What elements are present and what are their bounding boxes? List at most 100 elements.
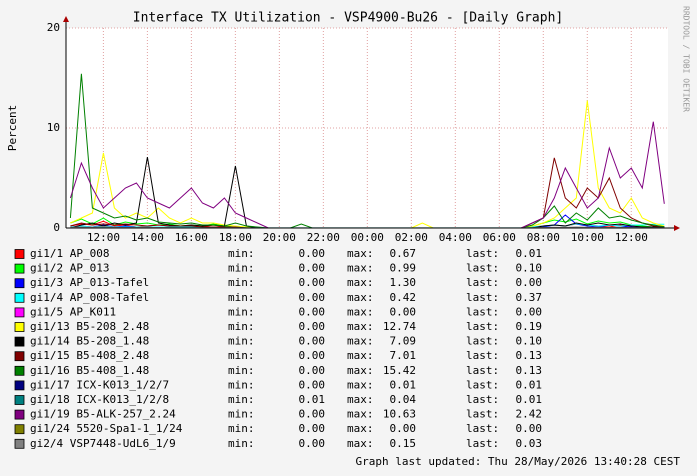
stat-last: 0.37: [516, 291, 543, 304]
stat-label: min:: [228, 305, 255, 318]
stat-min: 0.00: [299, 262, 326, 275]
stat-label: min:: [228, 262, 255, 275]
legend-swatch: [14, 307, 25, 318]
stat-label: last:: [466, 437, 499, 450]
stat-label: last:: [466, 247, 499, 260]
stat-max: 1.30: [390, 276, 417, 289]
stat-min: 0.01: [299, 393, 326, 406]
stat-label: min:: [228, 291, 255, 304]
legend-name: gi1/3 AP_013-Tafel: [30, 276, 149, 289]
stat-label: last:: [466, 276, 499, 289]
stat-label: max:: [347, 393, 374, 406]
stat-min: 0.00: [299, 247, 326, 260]
x-tick-label: 22:00: [307, 231, 340, 244]
stat-label: max:: [347, 378, 374, 391]
stat-last: 0.10: [516, 262, 543, 275]
stat-max: 12.74: [383, 320, 416, 333]
stat-min: 0.00: [299, 305, 326, 318]
stat-label: max:: [347, 364, 374, 377]
stat-max: 0.00: [390, 422, 417, 435]
legend-swatch: [14, 322, 25, 332]
stat-label: last:: [466, 349, 499, 362]
footer: Graph last updated: Thu 28/May/2026 13:4…: [355, 455, 680, 468]
y-arrow: [63, 16, 69, 22]
stat-label: max:: [347, 320, 374, 333]
x-tick-label: 10:00: [571, 231, 604, 244]
legend-swatch: [14, 351, 25, 362]
legend-swatch: [14, 249, 25, 259]
stat-label: min:: [228, 276, 255, 289]
legend-name: gi1/18 ICX-K013_1/2/8: [30, 393, 169, 406]
legend-swatch: [14, 292, 25, 303]
y-tick-label: 20: [47, 21, 60, 34]
legend-swatch: [14, 365, 25, 376]
legend-name: gi1/16 B5-408_1.48: [30, 364, 149, 377]
side-text: RRDTOOL / TOBI OETIKER: [682, 6, 691, 112]
stat-label: min:: [228, 378, 255, 391]
stat-max: 0.67: [390, 247, 417, 260]
y-axis-label: Percent: [6, 105, 19, 151]
stat-last: 0.01: [516, 393, 543, 406]
legend-swatch: [14, 380, 25, 391]
x-tick-label: 02:00: [395, 231, 428, 244]
stat-label: min:: [228, 393, 255, 406]
stat-last: 2.42: [516, 408, 543, 421]
stat-min: 0.00: [299, 349, 326, 362]
stat-label: last:: [466, 364, 499, 377]
stat-label: max:: [347, 276, 374, 289]
stat-label: max:: [347, 349, 374, 362]
stat-max: 15.42: [383, 364, 416, 377]
stat-label: last:: [466, 408, 499, 421]
stat-label: last:: [466, 422, 499, 435]
stat-min: 0.00: [299, 335, 326, 348]
stat-label: max:: [347, 247, 374, 260]
x-tick-label: 20:00: [263, 231, 296, 244]
stat-max: 0.15: [390, 437, 417, 450]
stat-label: last:: [466, 393, 499, 406]
stat-max: 0.99: [390, 262, 417, 275]
stat-max: 0.04: [390, 393, 417, 406]
stat-label: last:: [466, 262, 499, 275]
legend-name: gi1/5 AP_K011: [30, 305, 116, 318]
x-tick-label: 18:00: [219, 231, 252, 244]
stat-last: 0.10: [516, 335, 543, 348]
legend-name: gi1/24 5520-Spa1-1_1/24: [30, 422, 183, 435]
stat-label: last:: [466, 305, 499, 318]
stat-label: min:: [228, 335, 255, 348]
stat-label: max:: [347, 335, 374, 348]
legend-swatch: [14, 336, 25, 347]
stat-label: min:: [228, 349, 255, 362]
legend-swatch: [14, 263, 25, 274]
stat-label: max:: [347, 437, 374, 450]
legend-swatch: [14, 278, 25, 289]
stat-label: max:: [347, 422, 374, 435]
legend-name: gi1/4 AP_008-Tafel: [30, 291, 149, 304]
legend-name: gi1/2 AP_013: [30, 262, 109, 275]
x-tick-label: 14:00: [131, 231, 164, 244]
stat-label: min:: [228, 437, 255, 450]
axes: [63, 16, 680, 231]
stat-min: 0.00: [299, 320, 326, 333]
legend: gi1/1 AP_008 min: 0.00 max: 0.67 last: 0.01 gi1…: [14, 247, 543, 450]
stat-label: min:: [228, 247, 255, 260]
stat-last: 0.01: [516, 378, 543, 391]
stat-min: 0.00: [299, 408, 326, 421]
y-tick-label: 0: [53, 221, 60, 234]
stat-last: 0.01: [516, 247, 543, 260]
stat-last: 0.13: [516, 349, 543, 362]
x-tick-label: 12:00: [615, 231, 648, 244]
stat-last: 0.00: [516, 422, 543, 435]
stat-label: min:: [228, 422, 255, 435]
x-tick-label: 08:00: [527, 231, 560, 244]
stat-min: 0.00: [299, 422, 326, 435]
y-tick-label: 10: [47, 121, 60, 134]
x-tick-label: 06:00: [483, 231, 516, 244]
stat-max: 7.09: [390, 335, 417, 348]
stat-label: min:: [228, 320, 255, 333]
stat-max: 0.42: [390, 291, 417, 304]
stat-label: last:: [466, 378, 499, 391]
stat-last: 0.00: [516, 305, 543, 318]
stat-label: last:: [466, 291, 499, 304]
stat-label: min:: [228, 364, 255, 377]
